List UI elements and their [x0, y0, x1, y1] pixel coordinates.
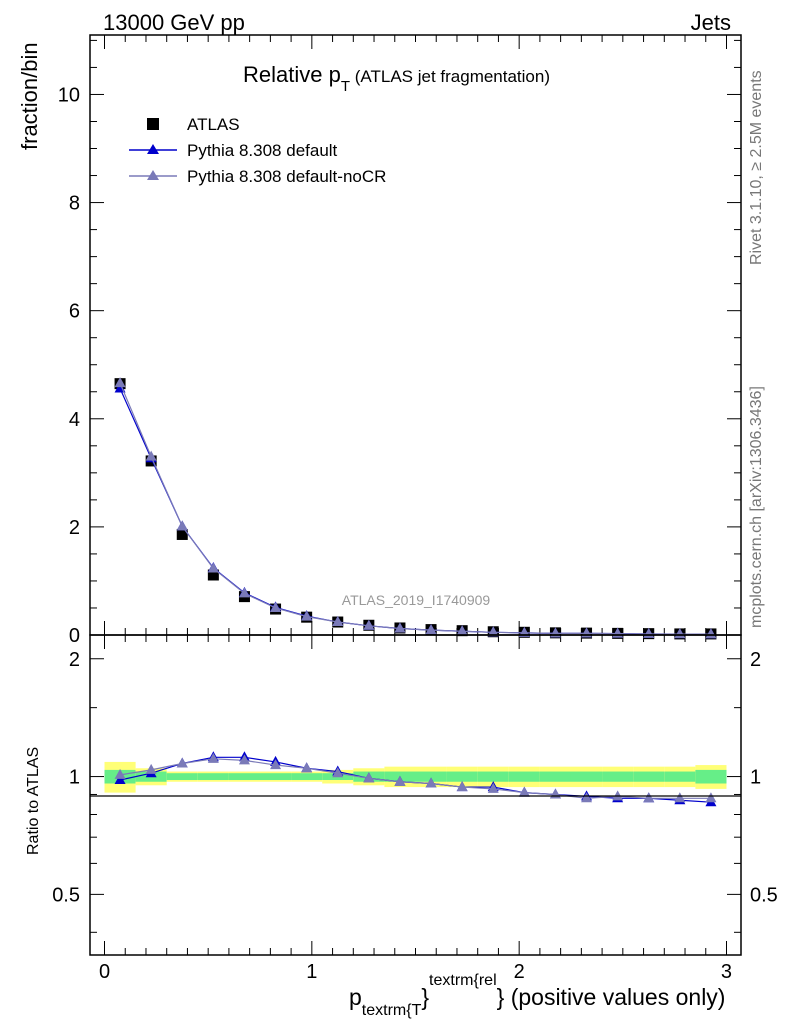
ratio-data-point: [270, 759, 282, 770]
ratio-data-point: [114, 768, 126, 779]
ratio-band-stat: [166, 773, 198, 780]
x-tick-label: 1: [306, 961, 317, 983]
ratio-band-stat: [291, 773, 323, 780]
mc-data-point: [425, 624, 437, 635]
legend-label-atlas: ATLAS: [187, 115, 240, 134]
mc-data-point: [176, 520, 188, 531]
ratio-data-point: [145, 763, 157, 774]
y-tick-label: 2: [69, 517, 80, 539]
mc-data-point: [270, 601, 282, 612]
ratio-band-stat: [633, 771, 665, 782]
ratio-data-point: [207, 752, 219, 763]
header-right: Jets: [691, 10, 731, 35]
y-tick-label: 6: [69, 301, 80, 323]
ratio-band-stat: [446, 771, 478, 782]
ratio-line-1: [119, 758, 711, 799]
ratio-data-point: [518, 786, 530, 797]
legend-marker-atlas: [147, 118, 159, 130]
plot-title-main: Relative p: [243, 62, 341, 87]
legend-marker-default: [147, 144, 159, 154]
ratio-data-point: [612, 790, 624, 801]
xlabel-p: p: [349, 984, 362, 1010]
ratio-band-stat: [508, 771, 540, 782]
ratio-data-point: [394, 775, 406, 786]
analysis-watermark: ATLAS_2019_I1740909: [342, 592, 491, 608]
mcplots-label: mcplots.cern.ch [arXiv:1306.3436]: [748, 386, 765, 628]
ratio-data-point: [487, 782, 499, 793]
ratio-band-stat: [602, 771, 634, 782]
ratio-band-stat: [197, 773, 229, 780]
mc-data-point: [145, 450, 157, 461]
plot-title: Relative pT (ATLAS jet fragmentation): [243, 62, 550, 95]
legend-label-nocr: Pythia 8.308 default-noCR: [187, 167, 386, 186]
y-tick-label: 10: [58, 84, 80, 106]
ratio-data-point: [301, 762, 313, 773]
mc-data-point: [207, 562, 219, 573]
xlabel-rest: } (positive values only): [497, 984, 726, 1010]
ratio-ylabel: Ratio to ATLAS: [25, 747, 42, 855]
x-tick-label: 0: [99, 961, 110, 983]
ratio-data-point: [643, 792, 655, 803]
mc-data-point: [301, 610, 313, 621]
ratio-data-point: [674, 792, 686, 803]
ratio-data-point: [238, 754, 250, 765]
y-tick-label: 0: [69, 625, 80, 647]
ratio-tick-label-left: 2: [69, 649, 80, 671]
y-tick-label: 4: [69, 409, 80, 431]
ratio-data-point: [332, 767, 344, 778]
x-tick-label: 2: [514, 961, 525, 983]
ratio-band-stat: [695, 769, 727, 784]
legend-label-default: Pythia 8.308 default: [187, 141, 338, 160]
atlas-data-point: [176, 528, 188, 540]
mc-data-point: [363, 619, 375, 630]
ratio-uncertainty-bands: [104, 761, 727, 793]
ratio-data-point: [176, 757, 188, 768]
mc-data-point: [394, 622, 406, 633]
ratio-tick-label-left: 0.5: [52, 884, 80, 906]
mc-data-point: [114, 377, 126, 388]
ratio-band-stat: [570, 771, 603, 782]
ratio-data-point: [549, 788, 561, 799]
ratio-plot-frame: [89, 634, 742, 956]
ratio-tick-label-right: 0.5: [750, 884, 778, 906]
main-ylabel: fraction/bin: [17, 42, 42, 150]
ratio-data-point: [581, 792, 593, 803]
ratio-data-point: [363, 772, 375, 783]
ratio-band-stat: [415, 771, 447, 782]
rivet-label: Rivet 3.1.10, ≥ 2.5M events: [748, 70, 765, 265]
plot-title-rest: (ATLAS jet fragmentation): [350, 67, 550, 86]
ratio-band-stat: [664, 771, 696, 782]
mc-data-point: [487, 626, 499, 637]
ratio-band-stat: [228, 773, 261, 780]
ratio-band-stat: [539, 771, 571, 782]
ratio-tick-label-right: 2: [750, 649, 761, 671]
legend-marker-nocr: [147, 170, 159, 180]
atlas-data-point: [207, 569, 219, 581]
ratio-band-stat: [477, 771, 509, 782]
ratio-tick-label-right: 1: [750, 767, 761, 789]
xlabel-sub: textrm{T: [362, 1002, 422, 1019]
series-line-2: [119, 382, 711, 635]
plot-title-sub: T: [341, 78, 350, 95]
ratio-data-point: [114, 773, 126, 784]
ratio-data-point: [456, 781, 468, 792]
ratio-band-stat: [260, 773, 292, 780]
xlabel: ptextrm{T}textrm{rel} (positive values o…: [349, 972, 725, 1019]
xlabel-sup: textrm{rel: [429, 972, 497, 989]
ratio-series: [114, 751, 717, 807]
y-tick-label: 8: [69, 193, 80, 215]
mc-data-point: [332, 616, 344, 627]
xlabel-brace: }: [421, 984, 429, 1010]
ratio-data-point: [425, 777, 437, 788]
ratio-tick-label-left: 1: [69, 767, 80, 789]
x-tick-label: 3: [721, 961, 732, 983]
header-left: 13000 GeV pp: [103, 10, 245, 35]
legend: ATLAS Pythia 8.308 default Pythia 8.308 …: [129, 115, 386, 186]
mc-data-point: [456, 625, 468, 636]
ratio-data-point: [705, 792, 717, 803]
mc-data-point: [238, 587, 250, 598]
